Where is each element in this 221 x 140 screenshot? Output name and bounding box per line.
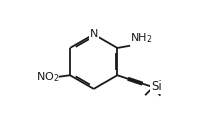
Text: NO$_2$: NO$_2$ — [36, 70, 59, 84]
Text: Si: Si — [151, 80, 162, 93]
Text: N: N — [90, 29, 98, 39]
Text: NH$_2$: NH$_2$ — [130, 31, 152, 45]
